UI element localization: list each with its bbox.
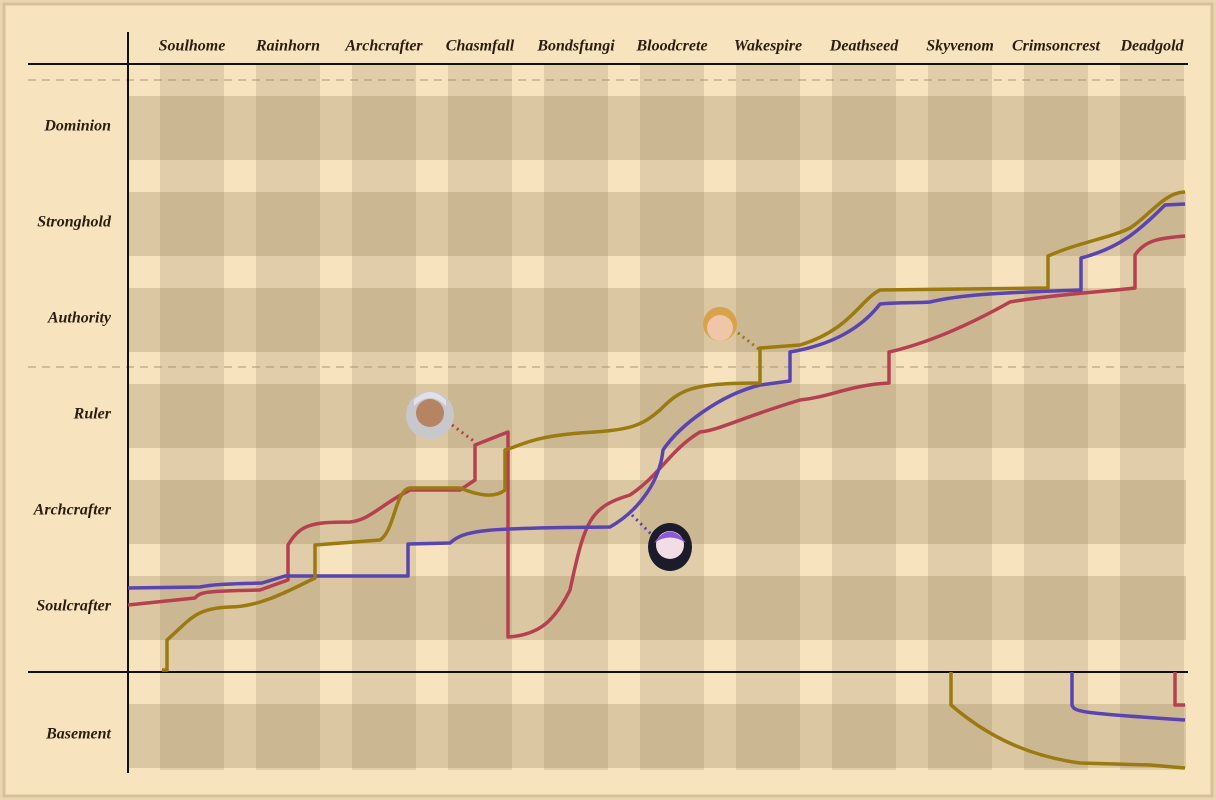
stripe: [352, 64, 416, 770]
purple-path-basement: [1070, 672, 1186, 722]
stripe: [1120, 64, 1184, 770]
band: [128, 288, 1186, 352]
row-label: Archcrafter: [33, 502, 112, 519]
column-label: Crimsoncrest: [1012, 38, 1101, 55]
band: [128, 704, 1186, 768]
paths: [127, 190, 1186, 770]
gold-path: [162, 190, 1186, 672]
column-label: Chasmfall: [446, 38, 515, 55]
column-label: Skyvenom: [926, 38, 994, 55]
band: [128, 576, 1186, 640]
column-label: Deadgold: [1119, 38, 1184, 55]
red-path-basement: [1173, 672, 1185, 707]
band: [128, 192, 1186, 256]
column-label: Wakespire: [734, 38, 802, 55]
row-label: Authority: [47, 310, 112, 327]
row-label: Dominion: [43, 118, 111, 135]
avatar-blond: [703, 307, 737, 341]
stripe: [544, 64, 608, 770]
band: [128, 384, 1186, 448]
plaid-background: [128, 64, 1186, 770]
column-label: Bondsfungi: [536, 38, 615, 55]
stripe: [928, 64, 992, 770]
band: [128, 96, 1186, 160]
purple-path: [127, 202, 1186, 590]
row-label: Soulcrafter: [36, 598, 111, 615]
column-label: Rainhorn: [255, 38, 320, 55]
stripe: [1024, 64, 1088, 770]
row-label: Stronghold: [37, 214, 112, 231]
row-label: Ruler: [73, 406, 112, 423]
gold-path-basement: [949, 672, 1186, 770]
stripe: [160, 64, 224, 770]
column-label: Bloodcrete: [635, 38, 707, 55]
avatar-silver: [406, 391, 454, 439]
column-label: Deathseed: [829, 38, 899, 55]
stripe: [832, 64, 896, 770]
column-label: Archcrafter: [344, 38, 423, 55]
stripe: [448, 64, 512, 770]
connectors: [451, 331, 761, 537]
stripe: [256, 64, 320, 770]
avatar-purple: [648, 523, 692, 571]
connector: [737, 331, 761, 352]
row-label: Basement: [45, 726, 111, 743]
column-label: Soulhome: [159, 38, 226, 55]
